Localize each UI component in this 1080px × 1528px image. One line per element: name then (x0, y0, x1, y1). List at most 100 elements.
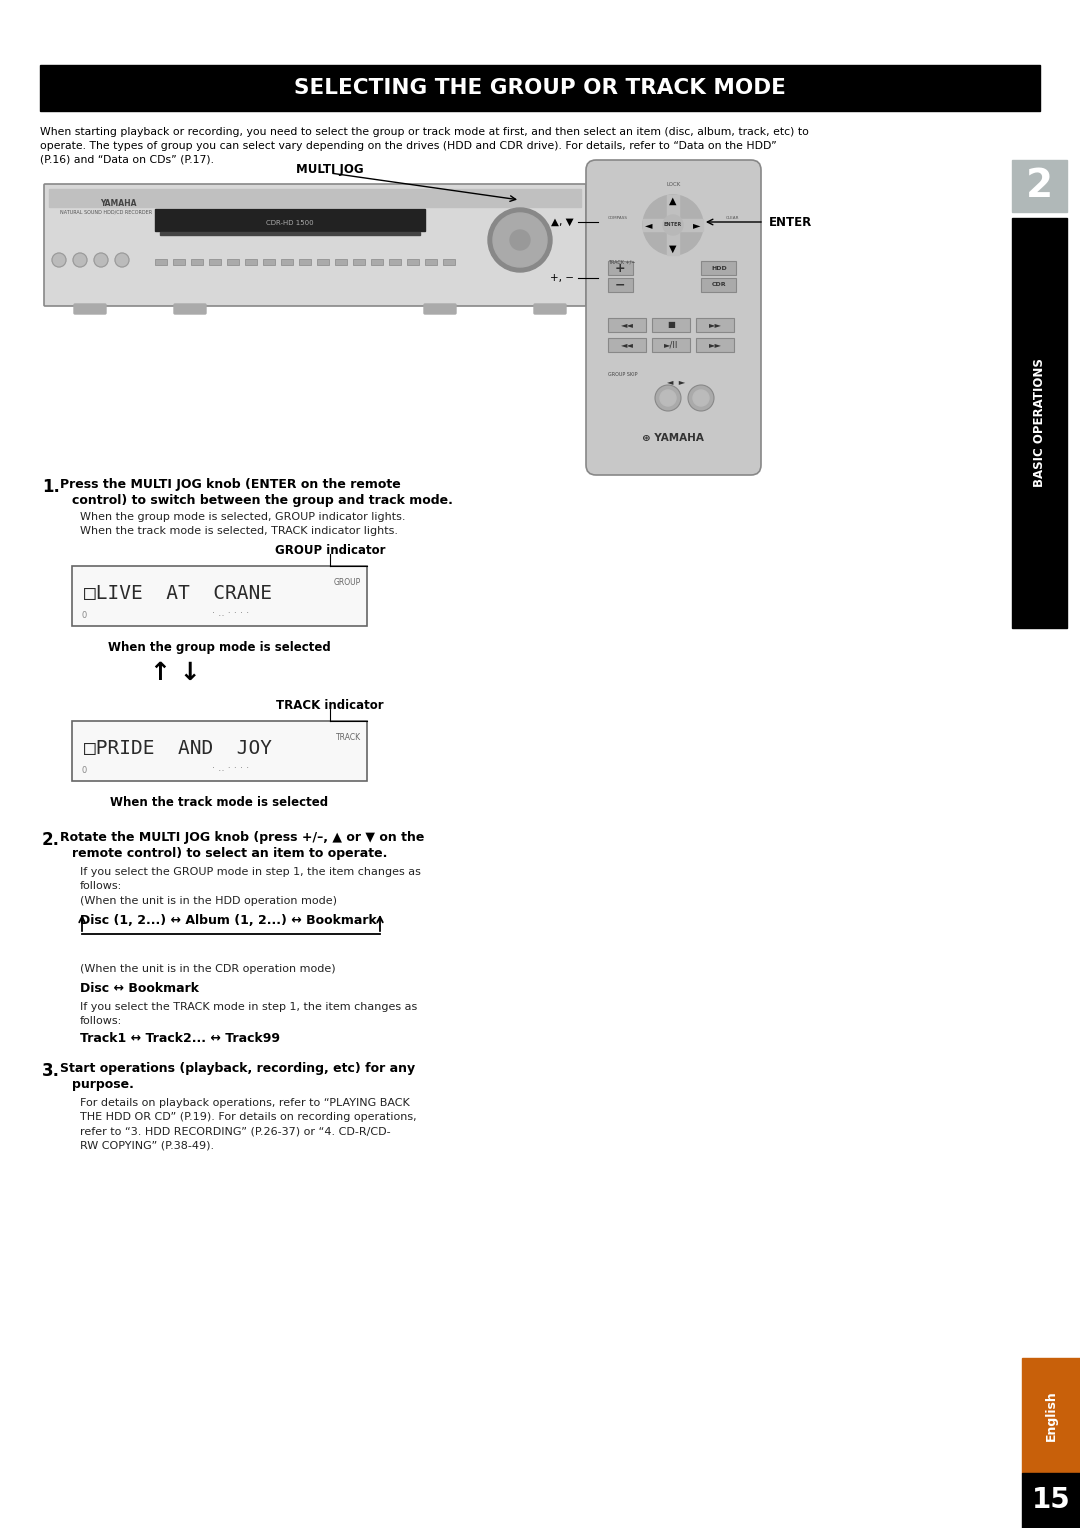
Text: When starting playback or recording, you need to select the group or track mode : When starting playback or recording, you… (40, 127, 809, 138)
Text: TRACK: TRACK (336, 733, 361, 743)
Circle shape (94, 254, 108, 267)
Text: ▲: ▲ (670, 196, 677, 206)
Text: CDR-HD 1500: CDR-HD 1500 (266, 220, 314, 226)
Text: CDR: CDR (712, 283, 727, 287)
Text: If you select the GROUP mode in step 1, the item changes as: If you select the GROUP mode in step 1, … (80, 866, 421, 877)
Bar (1022, 1358, 1080, 1473)
Text: MULTI JOG: MULTI JOG (296, 163, 364, 176)
Bar (299, 260, 311, 264)
Bar (72, 721, 367, 781)
FancyBboxPatch shape (424, 304, 456, 313)
Text: Track1 ↔ Track2... ↔ Track99: Track1 ↔ Track2... ↔ Track99 (80, 1031, 280, 1045)
Text: 0: 0 (82, 766, 87, 775)
FancyBboxPatch shape (534, 304, 566, 313)
Text: +: + (615, 261, 625, 275)
Bar (608, 278, 633, 292)
Circle shape (488, 208, 552, 272)
Text: NATURAL SOUND HDD/CD RECORDER: NATURAL SOUND HDD/CD RECORDER (60, 209, 152, 214)
Text: 3.: 3. (42, 1062, 60, 1080)
Bar (173, 260, 185, 264)
Text: follows:: follows: (80, 1016, 122, 1025)
Text: purpose.: purpose. (72, 1077, 134, 1091)
Text: 2: 2 (1026, 167, 1053, 205)
FancyBboxPatch shape (44, 183, 586, 306)
Bar (49, 189, 581, 206)
Text: follows:: follows: (80, 882, 122, 891)
Text: Press the MULTI JOG knob (ENTER on the remote: Press the MULTI JOG knob (ENTER on the r… (60, 478, 401, 490)
Text: When the group mode is selected: When the group mode is selected (108, 642, 330, 654)
Bar (407, 260, 419, 264)
Text: 15: 15 (1031, 1487, 1070, 1514)
Bar (652, 338, 690, 351)
Bar (426, 260, 437, 264)
Bar (652, 318, 690, 332)
Bar (245, 260, 257, 264)
Bar (667, 196, 679, 255)
Bar (335, 260, 347, 264)
Text: ►►: ►► (708, 321, 721, 330)
Bar (72, 565, 367, 626)
Bar (1022, 1473, 1080, 1528)
Bar (281, 260, 293, 264)
Bar (701, 278, 735, 292)
Text: (When the unit is in the HDD operation mode): (When the unit is in the HDD operation m… (80, 895, 337, 906)
Circle shape (492, 212, 546, 267)
Text: ►►: ►► (708, 341, 721, 350)
Text: ■: ■ (667, 321, 675, 330)
Text: ENTER: ENTER (664, 223, 683, 228)
Text: remote control) to select an item to operate.: remote control) to select an item to ope… (72, 847, 388, 860)
Text: ◄  ►: ◄ ► (666, 377, 685, 387)
Text: (P.16) and “Data on CDs” (P.17).: (P.16) and “Data on CDs” (P.17). (40, 154, 214, 165)
Bar (191, 260, 203, 264)
Text: 2.: 2. (42, 831, 60, 850)
Text: For details on playback operations, refer to “PLAYING BACK: For details on playback operations, refe… (80, 1099, 409, 1108)
Text: Disc ↔ Bookmark: Disc ↔ Bookmark (80, 983, 199, 995)
Text: SELECTING THE GROUP OR TRACK MODE: SELECTING THE GROUP OR TRACK MODE (294, 78, 786, 98)
Text: refer to “3. HDD RECORDING” (P.26-37) or “4. CD-R/CD-: refer to “3. HDD RECORDING” (P.26-37) or… (80, 1126, 391, 1135)
Text: ▼: ▼ (670, 244, 677, 254)
Circle shape (688, 385, 714, 411)
Text: · ‥ · · · ·: · ‥ · · · · (212, 608, 249, 617)
Text: GROUP: GROUP (334, 578, 361, 587)
Text: ►/II: ►/II (664, 341, 678, 350)
Bar (264, 260, 275, 264)
Text: HDD: HDD (711, 266, 727, 270)
Text: LOCK: LOCK (666, 182, 680, 186)
Text: When the track mode is selected: When the track mode is selected (110, 796, 328, 808)
Text: (When the unit is in the CDR operation mode): (When the unit is in the CDR operation m… (80, 964, 336, 973)
Circle shape (654, 385, 681, 411)
Bar (227, 260, 239, 264)
Text: 1.: 1. (42, 478, 59, 497)
Text: English: English (1044, 1390, 1057, 1441)
Text: ⊛ YAMAHA: ⊛ YAMAHA (643, 432, 704, 443)
Text: ►: ► (693, 220, 701, 231)
Circle shape (114, 254, 129, 267)
Text: TRACK indicator: TRACK indicator (276, 698, 383, 712)
Bar (696, 338, 734, 351)
Bar (608, 338, 646, 351)
Bar (696, 318, 734, 332)
FancyBboxPatch shape (75, 304, 106, 313)
Text: control) to switch between the group and track mode.: control) to switch between the group and… (72, 494, 453, 507)
Bar (1012, 160, 1067, 212)
Bar (353, 260, 365, 264)
Bar (643, 219, 703, 231)
Bar (210, 260, 221, 264)
Circle shape (52, 254, 66, 267)
Bar (156, 260, 167, 264)
Text: Disc (1, 2...) ↔ Album (1, 2...) ↔ Bookmark: Disc (1, 2...) ↔ Album (1, 2...) ↔ Bookm… (80, 914, 377, 927)
Bar (372, 260, 383, 264)
Bar (40, 66, 1040, 112)
Bar (443, 260, 455, 264)
Text: Rotate the MULTI JOG knob (press +/–, ▲ or ▼ on the: Rotate the MULTI JOG knob (press +/–, ▲ … (60, 831, 424, 843)
Bar (608, 261, 633, 275)
FancyBboxPatch shape (174, 304, 206, 313)
Text: ◄: ◄ (645, 220, 652, 231)
Bar (1012, 219, 1067, 628)
Text: ◄◄: ◄◄ (621, 341, 634, 350)
Text: □PRIDE  AND  JOY: □PRIDE AND JOY (84, 740, 272, 758)
Circle shape (660, 390, 676, 406)
FancyBboxPatch shape (586, 160, 761, 475)
Text: If you select the TRACK mode in step 1, the item changes as: If you select the TRACK mode in step 1, … (80, 1002, 417, 1012)
Text: +, −: +, − (550, 274, 573, 283)
